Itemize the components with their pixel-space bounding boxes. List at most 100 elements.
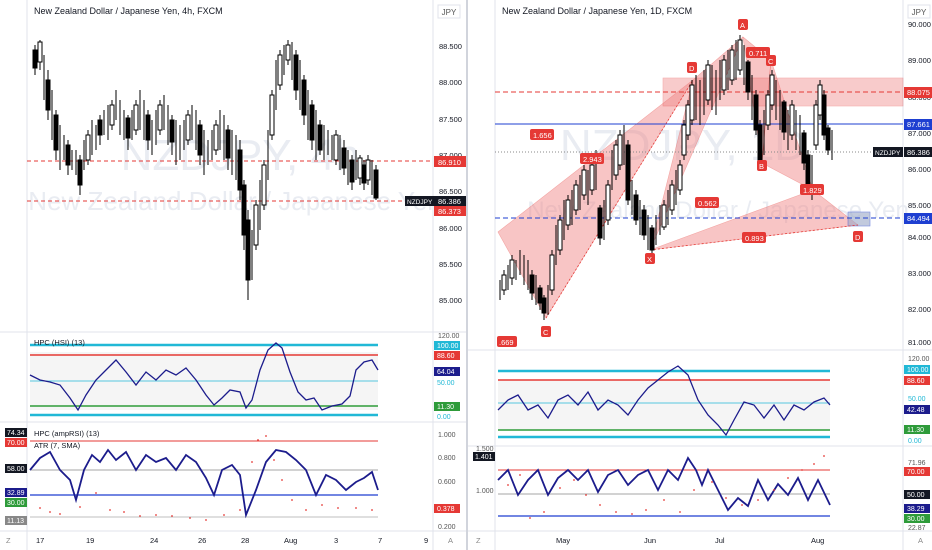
price-tag-blue: 87.661 xyxy=(907,120,930,129)
time-tick: Aug xyxy=(284,536,297,545)
rsi-tick: 50.00 xyxy=(437,380,455,387)
amp-left-tag: 32.89 xyxy=(7,490,25,497)
pattern-point: D xyxy=(855,233,861,242)
pattern-point: B xyxy=(759,162,764,171)
price-tag-red-line: 86.910 xyxy=(438,158,461,167)
price-tick: 86.000 xyxy=(439,224,462,233)
time-tick: 24 xyxy=(150,536,158,545)
pattern-point: X xyxy=(647,255,652,264)
price-tick: 87.000 xyxy=(439,151,462,160)
price-tick: 86.500 xyxy=(439,187,462,196)
ratio-label: 0.893 xyxy=(745,234,764,243)
atr-label: ATR (7, SMA) xyxy=(34,441,81,450)
rsi-tick: 11.30 xyxy=(907,427,924,434)
chart-divider[interactable] xyxy=(466,0,468,550)
last-price-tag: 86.386 xyxy=(907,148,930,157)
time-tick: Jun xyxy=(644,536,656,545)
amp-right-tick: 0.600 xyxy=(438,479,456,486)
amp-right-tick: 0.378 xyxy=(437,506,455,513)
chart-title: New Zealand Dollar / Japanese Yen, 4h, F… xyxy=(34,6,223,16)
time-tick: Aug xyxy=(811,536,824,545)
time-tick: 3 xyxy=(334,536,338,545)
time-tick: 19 xyxy=(86,536,94,545)
time-tick: 9 xyxy=(424,536,428,545)
rsi-tick: 100.00 xyxy=(437,343,459,350)
pattern-point: A xyxy=(740,21,745,30)
pattern-point: C xyxy=(543,328,549,337)
rsi-tick: 88.60 xyxy=(437,353,455,360)
amp-right-tick: 0.200 xyxy=(438,524,456,531)
amp-left-tag: 1.401 xyxy=(475,454,493,461)
amp-right-tick: 1.000 xyxy=(438,432,456,439)
time-tick: May xyxy=(556,536,570,545)
rsi-tick: 0.00 xyxy=(437,414,451,421)
price-tick: 89.000 xyxy=(908,56,931,65)
chart-title: New Zealand Dollar / Japanese Yen, 1D, F… xyxy=(502,6,692,16)
currency-badge-box[interactable] xyxy=(907,4,931,19)
amp-right-tick: 71.96 xyxy=(908,460,926,467)
symbol-tag: NZDJPY xyxy=(407,199,433,206)
time-tick: 17 xyxy=(36,536,44,545)
currency-badge-box[interactable] xyxy=(437,4,461,19)
price-tick: 88.500 xyxy=(439,42,462,51)
amp-right-tick: 0.800 xyxy=(438,455,456,462)
amp-left-tag: 74.34 xyxy=(7,430,25,437)
amp-right-tick: 22.87 xyxy=(908,525,926,532)
amp-label: HPC (ampRSI) (13) xyxy=(34,429,100,438)
low-price-tag: 86.373 xyxy=(438,207,461,216)
atr-dots xyxy=(507,455,825,519)
rsi-tick: 120.00 xyxy=(438,333,460,340)
ratio-label: 2.943 xyxy=(583,155,602,164)
price-tick: 84.000 xyxy=(908,233,931,242)
rsi-tick: 42.48 xyxy=(907,407,925,414)
price-tag-upper-red: 88.075 xyxy=(907,88,930,97)
price-tick: 85.000 xyxy=(908,201,931,210)
rsi-tick: 11.30 xyxy=(437,404,454,411)
left-chart: NZDJPY, 4h New Zealand Dollar / Japanese… xyxy=(0,0,466,550)
atr-dots xyxy=(39,435,373,521)
corner-left: Z xyxy=(6,536,11,545)
pattern-point: D xyxy=(689,64,695,73)
price-tick: 82.000 xyxy=(908,305,931,314)
amp-right-tick: 30.00 xyxy=(907,516,925,523)
currency-badge: JPY xyxy=(912,8,927,17)
rsi-label: HPC (HSI) (13) xyxy=(34,338,85,347)
ratio-label: 0.711 xyxy=(749,49,767,58)
time-tick: Jul xyxy=(715,536,725,545)
symbol-tag: NZDJPY xyxy=(875,150,901,157)
amp-left-tick: 1.000 xyxy=(476,488,494,495)
last-price-tag: 86.386 xyxy=(438,197,461,206)
corner-left: Z xyxy=(476,536,481,545)
ratio-label: 1.656 xyxy=(533,131,552,140)
price-tick: 85.000 xyxy=(439,296,462,305)
pattern-point: C xyxy=(768,57,774,66)
rsi-tick: 120.00 xyxy=(908,356,930,363)
amp-right-tick: 70.00 xyxy=(907,469,925,476)
amp-left-tag: 70.00 xyxy=(7,440,25,447)
amp-right-tick: 38.29 xyxy=(907,506,925,513)
rsi-tick: 0.00 xyxy=(908,438,922,445)
candles xyxy=(499,35,833,320)
amp-left-tag: 30.00 xyxy=(7,500,25,507)
price-tick: 81.000 xyxy=(908,338,931,347)
corner-right: A xyxy=(918,536,923,545)
ratio-label: .669 xyxy=(499,338,514,347)
price-tick: 90.000 xyxy=(908,20,931,29)
rsi-tick: 100.00 xyxy=(907,367,929,374)
time-tick: 28 xyxy=(241,536,249,545)
rsi-tick: 88.60 xyxy=(907,378,925,385)
candles xyxy=(32,40,379,300)
amp-right-tick: 50.00 xyxy=(907,492,925,499)
price-tick: 86.000 xyxy=(908,165,931,174)
amp-left-tag: 58.00 xyxy=(7,466,25,473)
price-tick: 87.000 xyxy=(908,129,931,138)
price-tick: 87.500 xyxy=(439,115,462,124)
right-chart: NZDJPY, 1D New Zealand Dollar / Japanese… xyxy=(468,0,932,550)
price-tick: 88.000 xyxy=(439,78,462,87)
price-tag-lower-blue: 84.494 xyxy=(907,214,930,223)
rsi-tick: 50.00 xyxy=(908,396,926,403)
ratio-label: 0.562 xyxy=(698,199,717,208)
time-tick: 7 xyxy=(378,536,382,545)
rsi-tick: 64.04 xyxy=(437,369,455,376)
price-tick: 85.500 xyxy=(439,260,462,269)
